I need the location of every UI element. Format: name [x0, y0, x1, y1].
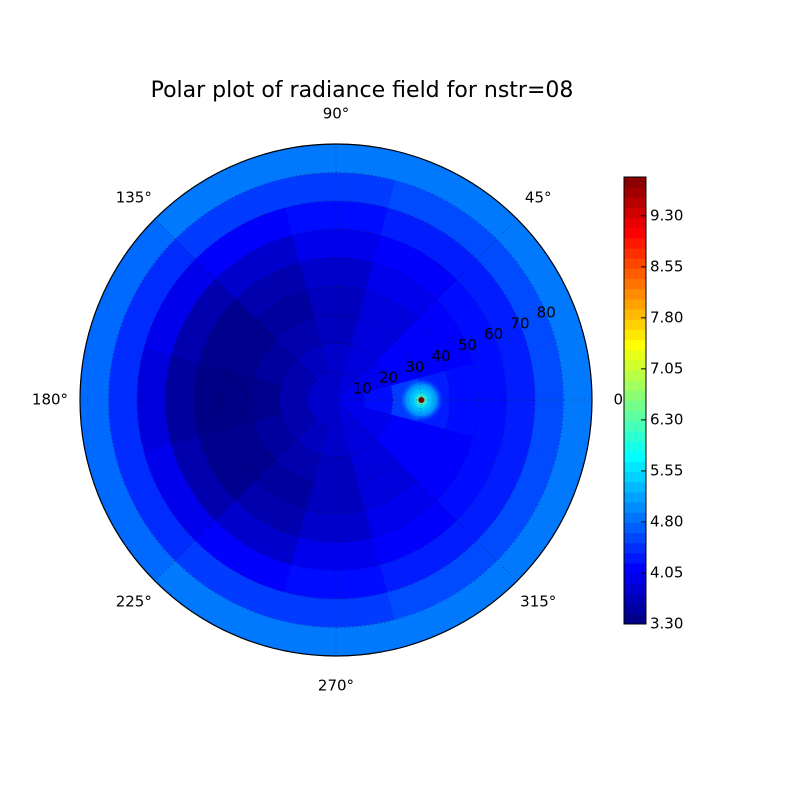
colorbar-band	[624, 502, 646, 513]
r-tick-label: 70	[510, 314, 529, 332]
colorbar-band	[624, 491, 646, 503]
field-cell	[445, 362, 479, 438]
colorbar-band	[624, 441, 646, 452]
radial-grid	[108, 172, 564, 628]
colorbar-band	[624, 359, 646, 371]
theta-tick-label: 270°	[318, 677, 354, 695]
colorbar-tick-label: 7.80	[650, 308, 683, 326]
colorbar-band	[624, 329, 646, 341]
colorbar-tick-label: 4.80	[650, 512, 683, 530]
colorbar-band	[624, 512, 646, 523]
colorbar-band	[624, 573, 646, 584]
colorbar-tick-label: 9.30	[650, 206, 683, 224]
colorbar-band	[624, 410, 646, 422]
r-tick-label: 30	[405, 358, 424, 376]
colorbar-tick-label: 5.55	[650, 461, 683, 479]
theta-tick-label: 180°	[32, 391, 68, 409]
colorbar-band	[624, 288, 646, 300]
colorbar-band	[624, 400, 646, 412]
colorbar-band	[624, 613, 646, 625]
colorbar-band	[624, 430, 646, 442]
field-cell	[291, 537, 381, 571]
angular-grid	[154, 218, 337, 401]
colorbar-band	[624, 552, 646, 564]
radial-grid	[193, 257, 479, 543]
colorbar-band	[624, 390, 646, 401]
r-tick-label: 40	[432, 347, 451, 365]
r-tick-label: 10	[353, 380, 372, 398]
colorbar-band	[624, 349, 646, 361]
colorbar-band	[624, 370, 646, 381]
colorbar-band	[624, 471, 646, 483]
field-cell	[306, 286, 366, 318]
colorbar-band	[624, 339, 646, 351]
colorbar-band	[624, 187, 646, 198]
colorbar-band	[624, 583, 646, 595]
colorbar-band	[624, 319, 646, 330]
colorbar-band	[624, 309, 646, 320]
radial-grid	[250, 314, 422, 486]
radial-grid	[221, 285, 451, 515]
angular-grid	[335, 399, 518, 582]
colorbar-band	[624, 237, 646, 249]
colorbar-band	[624, 461, 646, 473]
r-tick-label: 50	[458, 336, 477, 354]
colorbar-band	[624, 420, 646, 432]
field-cell	[291, 229, 381, 263]
colorbar-band	[624, 298, 646, 310]
field-cell	[473, 355, 507, 445]
colorbar-band	[624, 532, 646, 544]
colorbar-band	[624, 248, 646, 259]
radial-grid	[136, 200, 536, 600]
colorbar-band	[624, 593, 646, 605]
colorbar-band	[624, 197, 646, 208]
r-tick-label: 60	[484, 325, 503, 343]
colorbar-frame	[623, 176, 647, 625]
colorbar-tick-label: 8.55	[650, 257, 683, 275]
theta-tick-label: 225°	[116, 593, 152, 611]
colorbar-tick-label: 6.30	[650, 410, 683, 428]
r-tick-label: 80	[537, 303, 556, 321]
field-cell	[193, 362, 227, 438]
field-cell	[298, 257, 374, 291]
colorbar-band	[624, 268, 646, 280]
colorbar-band	[624, 563, 646, 574]
r-tick-label: 20	[379, 369, 398, 387]
colorbar-tick-label: 3.30	[650, 615, 683, 633]
polar-frame	[79, 143, 593, 657]
colorbar-tick-label: 4.05	[650, 563, 683, 581]
angular-grid	[335, 218, 518, 401]
theta-tick-label: 315°	[520, 593, 556, 611]
theta-tick-label: 45°	[525, 188, 552, 206]
colorbar-band	[624, 603, 646, 615]
radial-grid	[165, 229, 507, 571]
colorbar-band	[624, 380, 646, 391]
angular-grid	[154, 399, 337, 582]
colorbar-band	[624, 522, 646, 534]
colorbar-band	[624, 177, 646, 188]
colorbar-band	[624, 451, 646, 462]
colorbar-band	[624, 217, 646, 229]
colorbar-tick-label: 7.05	[650, 359, 683, 377]
field-cell	[165, 355, 199, 445]
colorbar-band	[624, 258, 646, 269]
colorbar-band	[624, 278, 646, 290]
colorbar-band	[624, 542, 646, 554]
colorbar-band	[624, 207, 646, 219]
theta-tick-label: 135°	[116, 188, 152, 206]
theta-tick-label: 90°	[323, 105, 350, 123]
colorbar-band	[624, 227, 646, 239]
field-cell	[298, 509, 374, 543]
field-cell	[222, 370, 254, 430]
chart-title: Polar plot of radiance field for nstr=08	[151, 78, 574, 103]
colorbar-band	[624, 481, 646, 493]
field-cell	[306, 482, 366, 514]
